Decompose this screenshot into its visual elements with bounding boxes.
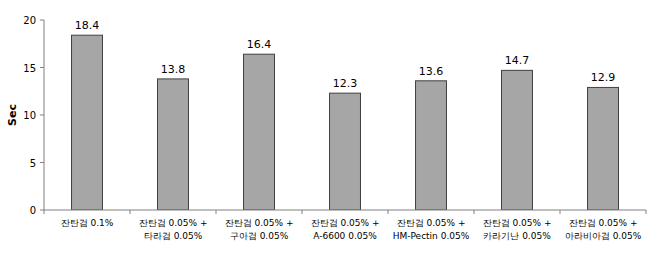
data-label: 13.6 <box>419 65 444 78</box>
y-tick <box>40 210 44 211</box>
x-tick <box>216 210 217 214</box>
x-tick <box>560 210 561 214</box>
x-tick-label: 잔탄검 0.05% + A-6600 0.05% <box>311 218 380 241</box>
bar <box>416 81 447 210</box>
y-tick-label: 0 <box>30 205 36 216</box>
chart-root: 05101520Sec잔탄검 0.1%잔탄검 0.05% +타라검 0.05%잔… <box>0 0 651 268</box>
x-tick-label: 잔탄검 0.1% <box>61 218 114 228</box>
x-tick-label-line: 잔탄검 0.1% <box>61 218 114 228</box>
x-tick-label-line: 잔탄검 0.05% + <box>139 218 208 228</box>
x-tick-label: 잔탄검 0.05% + 타라검 0.05% <box>139 218 208 241</box>
data-label: 13.8 <box>161 63 186 76</box>
data-label: 16.4 <box>247 38 272 51</box>
x-tick-label-line: 카라기난 0.05% <box>483 231 551 241</box>
data-label: 14.7 <box>505 54 530 67</box>
x-tick-label: 잔탄검 0.05% + HM-Pectin 0.05% <box>393 218 470 241</box>
x-axis-line <box>44 210 646 211</box>
x-tick-label-line: A-6600 0.05% <box>313 231 377 241</box>
bar <box>502 70 533 210</box>
x-tick-label-line: 아라비아검 0.05% <box>565 231 642 241</box>
x-tick <box>302 210 303 214</box>
y-tick <box>40 67 44 68</box>
data-label: 12.3 <box>333 77 358 90</box>
x-tick-label-line: 잔탄검 0.05% + <box>569 218 638 228</box>
y-tick <box>40 162 44 163</box>
chart-svg: 05101520Sec잔탄검 0.1%잔탄검 0.05% +타라검 0.05%잔… <box>0 0 651 268</box>
y-tick-label: 10 <box>23 110 36 121</box>
bar <box>330 93 361 210</box>
y-tick-label: 20 <box>23 15 36 26</box>
data-label: 12.9 <box>591 71 616 84</box>
bar <box>158 79 189 210</box>
x-tick-label: 잔탄검 0.05% + 카라기난 0.05% <box>483 218 552 241</box>
x-tick-label-line: 잔탄검 0.05% + <box>397 218 466 228</box>
x-tick-label: 잔탄검 0.05% + 구아검 0.05% <box>225 218 294 241</box>
y-tick-label: 15 <box>23 63 36 74</box>
x-tick-label-line: 잔탄검 0.05% + <box>311 218 380 228</box>
bar <box>588 87 619 210</box>
bars <box>72 35 619 210</box>
y-axis-label: Sec <box>6 104 19 126</box>
bar <box>72 35 103 210</box>
x-tick-label: 잔탄검 0.05% + 아라비아검 0.05% <box>565 218 642 241</box>
x-tick-label-line: 타라검 0.05% <box>144 231 203 241</box>
x-tick <box>44 210 45 214</box>
x-tick-label-line: 잔탄검 0.05% + <box>225 218 294 228</box>
x-tick <box>474 210 475 214</box>
y-tick <box>40 20 44 21</box>
y-tick <box>40 115 44 116</box>
x-tick <box>388 210 389 214</box>
x-tick <box>646 210 647 214</box>
y-tick-label: 5 <box>30 158 36 169</box>
x-tick-label-line: 구아검 0.05% <box>230 231 289 241</box>
bar <box>244 54 275 210</box>
x-tick <box>130 210 131 214</box>
x-tick-label-line: HM-Pectin 0.05% <box>393 231 470 241</box>
x-tick-label-line: 잔탄검 0.05% + <box>483 218 552 228</box>
data-label: 18.4 <box>75 19 100 32</box>
